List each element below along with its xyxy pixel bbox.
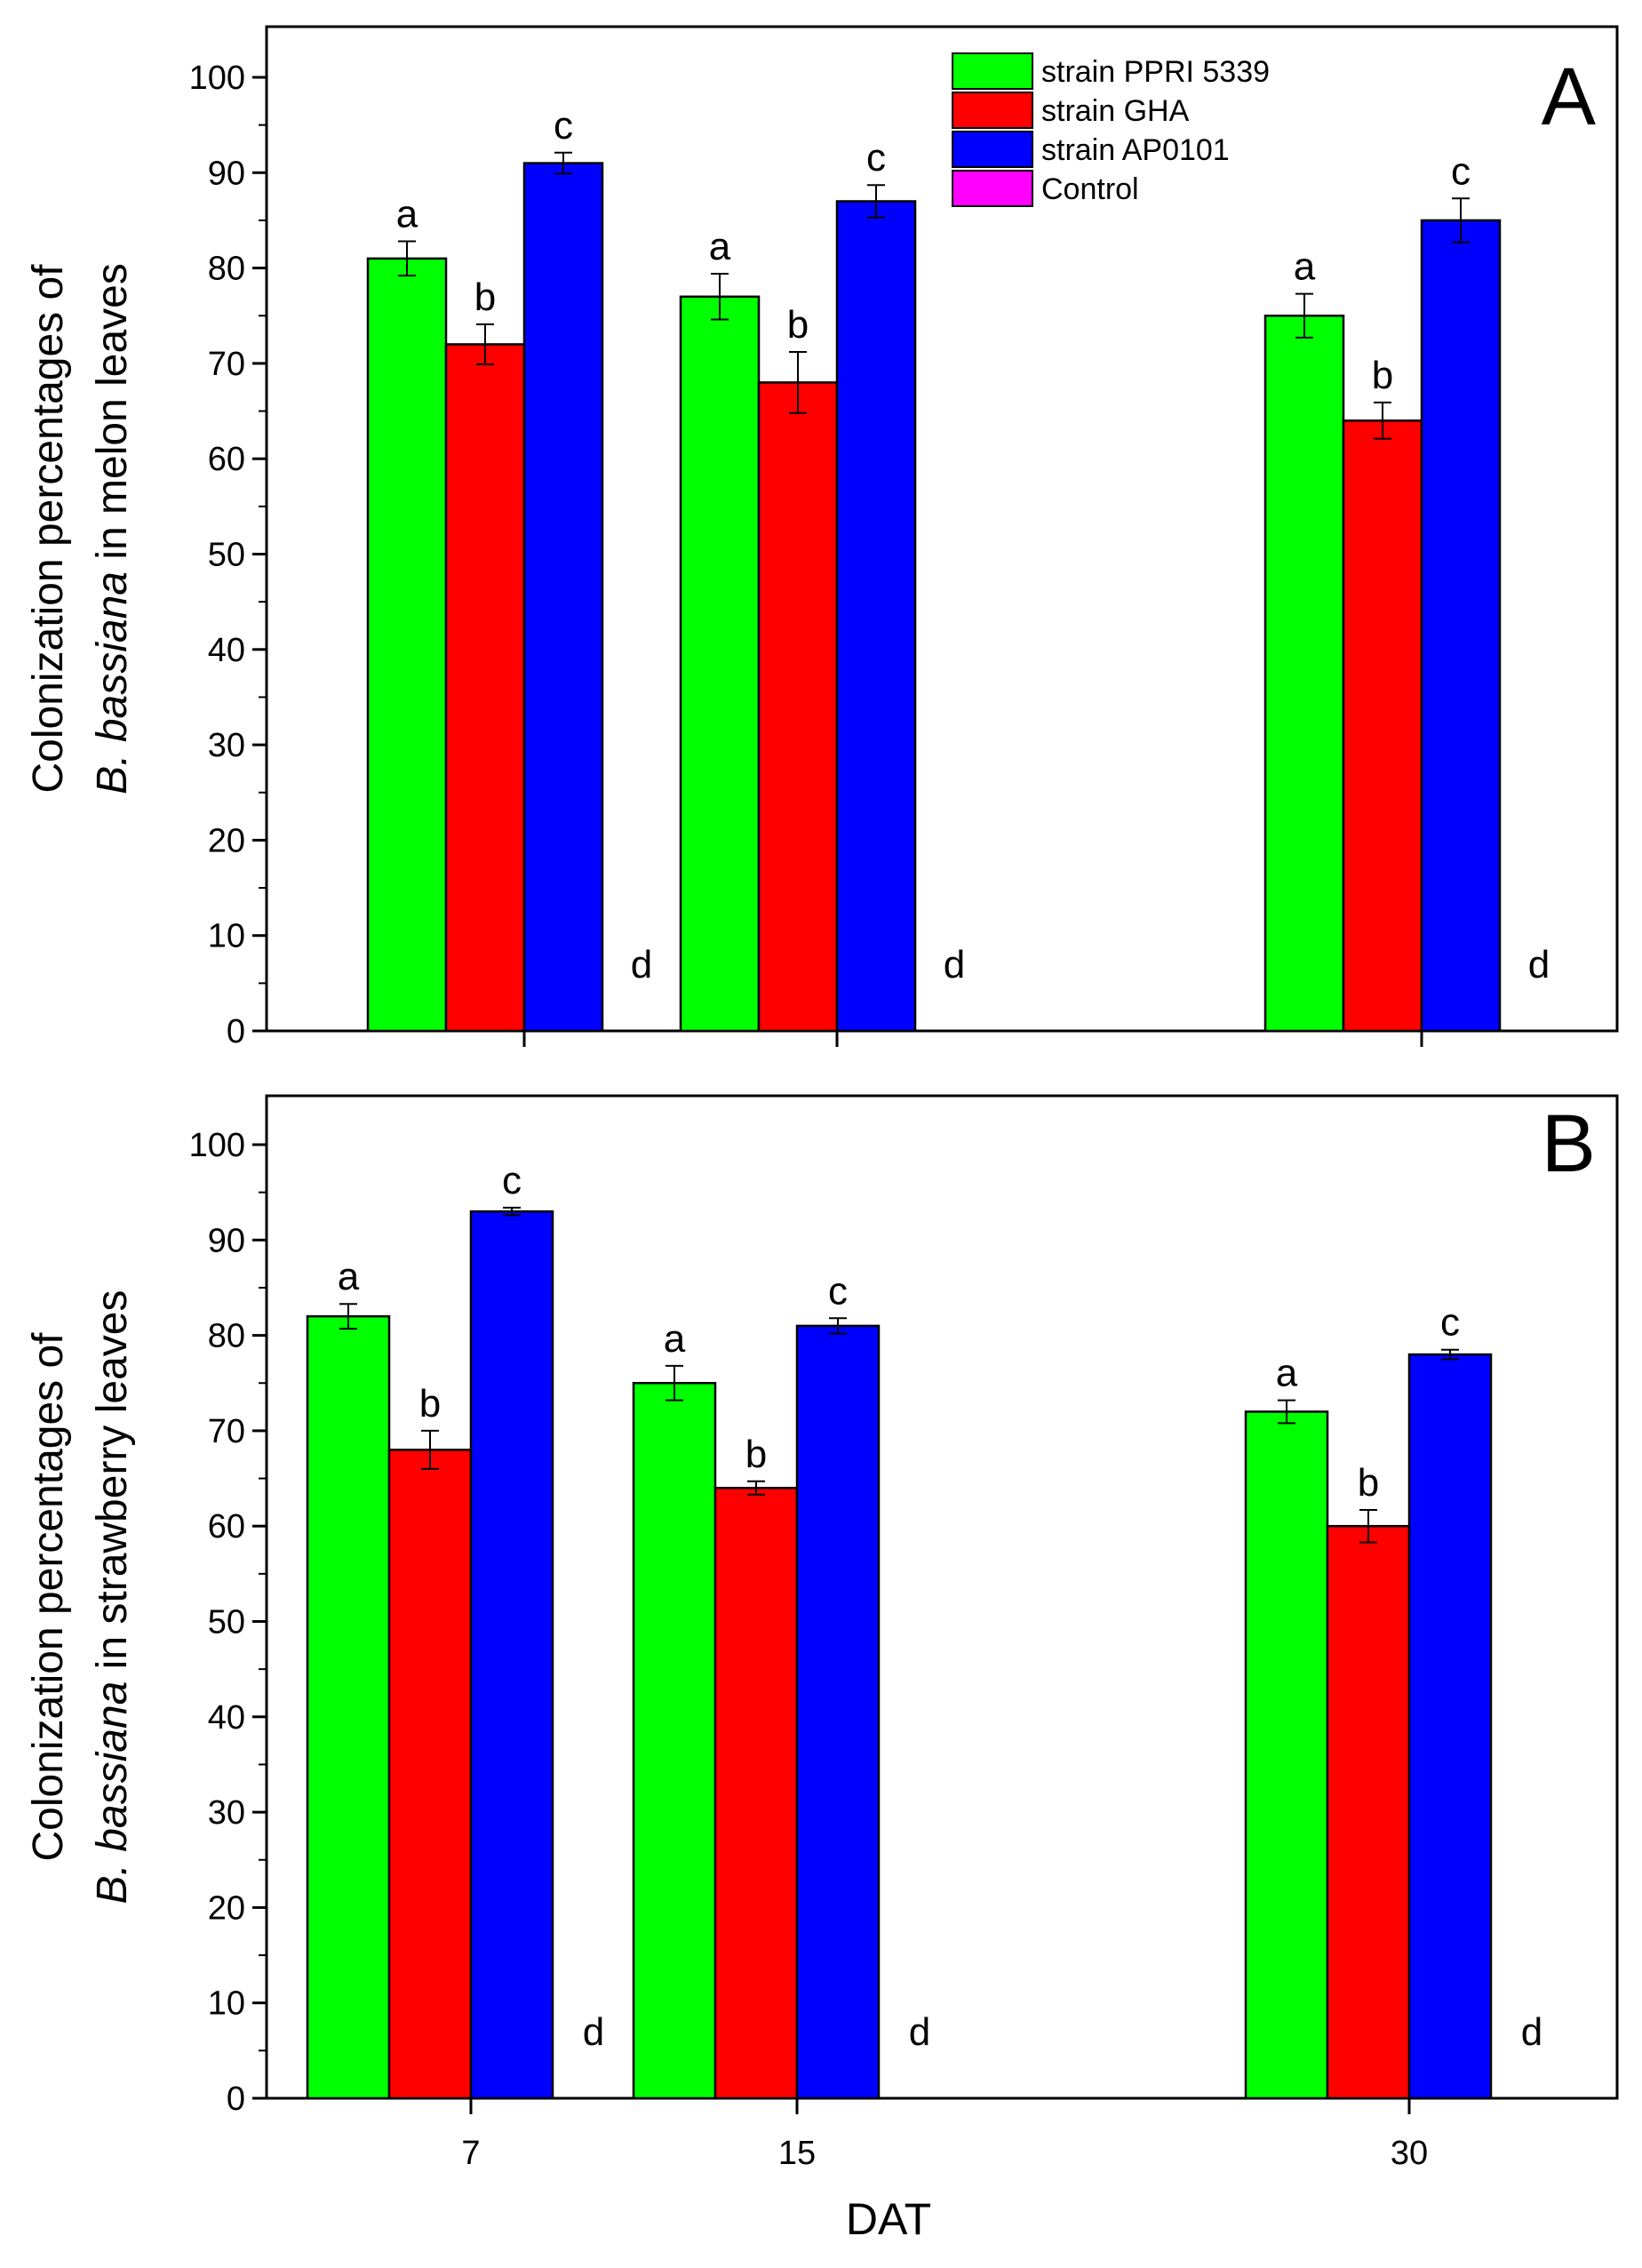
bar	[1244, 1410, 1329, 2100]
y-axis-title-text: Colonization percentages of	[25, 1332, 72, 1862]
y-tick-label: 100	[189, 1127, 245, 1164]
significance-letter: a	[664, 1317, 686, 1361]
x-axis-title: DAT	[846, 2194, 931, 2244]
y-axis-title: Colonization percentages of B. bassiana i…	[25, 1290, 136, 1905]
y-tick-label: 90	[208, 155, 245, 192]
bar	[306, 1314, 391, 2100]
bar	[757, 381, 839, 1033]
significance-letter: d	[631, 943, 652, 986]
y-axis-title-line: Colonization percentages of	[25, 1332, 72, 1862]
plot-frame	[265, 25, 1619, 1033]
panel-letter: B	[1542, 1098, 1596, 1189]
significance-letter: c	[1440, 1301, 1460, 1345]
y-axis-title-italic: B. bassiana	[89, 571, 136, 795]
bar	[522, 162, 604, 1033]
significance-letter: c	[1451, 149, 1471, 193]
legend: strain PPRI 5339 strain GHA strain AP0101 C…	[952, 52, 1270, 207]
y-tick-label: 80	[208, 1318, 245, 1355]
bar	[1263, 315, 1345, 1033]
y-tick-label: 50	[208, 537, 245, 574]
y-axis-title-text: in melon leaves	[89, 263, 136, 571]
significance-letter: d	[583, 2010, 604, 2054]
significance-letter: b	[1372, 354, 1393, 397]
y-tick-label: 10	[208, 918, 245, 955]
bar	[835, 200, 917, 1033]
panel-a: 0 10 20 30 40 50 60 70 80 90 100 Colonization perce…	[25, 25, 1619, 1050]
x-tick-label: 7	[461, 2135, 480, 2172]
significance-letter: c	[828, 1269, 848, 1313]
y-tick-label: 70	[208, 346, 245, 383]
y-axis-title-italic: B. bassiana	[89, 1681, 136, 1905]
significance-letter: b	[419, 1382, 441, 1425]
bar	[387, 1449, 473, 2100]
significance-letter: b	[1358, 1461, 1379, 1505]
significance-letter: b	[474, 276, 496, 319]
y-tick-label: 30	[208, 727, 245, 764]
significance-letter: a	[1294, 245, 1316, 289]
bar	[444, 343, 526, 1033]
bar	[469, 1210, 554, 2100]
y-axis-title-text: Colonization percentages of	[25, 264, 72, 794]
significance-letter: d	[1521, 2010, 1542, 2054]
significance-letter: d	[1528, 943, 1550, 986]
legend-label: strain GHA	[1041, 94, 1190, 128]
significance-letter: c	[554, 104, 573, 148]
legend-swatch	[952, 92, 1033, 129]
bar	[1342, 419, 1423, 1033]
significance-letter: d	[909, 2010, 930, 2054]
y-axis-title-text: in strawberry leaves	[89, 1290, 136, 1681]
y-axis-title: Colonization percentages of B. bassiana i…	[25, 263, 136, 795]
legend-label: strain AP0101	[1041, 133, 1230, 167]
y-tick-label: 30	[208, 1794, 245, 1832]
y-tick-label: 20	[208, 822, 245, 859]
y-tick-label: 90	[208, 1222, 245, 1259]
y-axis-title-line: Colonization percentages of	[25, 264, 72, 794]
y-tick-label: 0	[227, 2080, 245, 2118]
y-tick-label: 20	[208, 1889, 245, 1927]
y-axis-title-line: B. bassiana in melon leaves	[89, 263, 136, 795]
x-tick-label: 30	[1391, 2135, 1428, 2172]
bar	[795, 1324, 881, 2100]
legend-swatch	[952, 52, 1033, 90]
y-tick-label: 70	[208, 1413, 245, 1450]
y-tick-label: 40	[208, 1699, 245, 1737]
legend-swatch	[952, 131, 1033, 168]
y-tick-label: 100	[189, 60, 245, 97]
bar	[1420, 219, 1502, 1033]
y-tick-label: 40	[208, 632, 245, 669]
bar	[1407, 1353, 1493, 2100]
significance-letter: a	[338, 1255, 360, 1298]
bar	[1326, 1524, 1411, 2100]
bar	[632, 1382, 717, 2100]
significance-letter: d	[944, 943, 965, 986]
bar	[366, 257, 448, 1033]
significance-letter: b	[787, 303, 809, 347]
significance-letter: c	[502, 1159, 522, 1202]
y-tick-label: 80	[208, 251, 245, 288]
bar	[713, 1487, 799, 2100]
significance-letter: c	[866, 136, 886, 180]
significance-letter: a	[1276, 1352, 1298, 1395]
legend-label: Control	[1041, 172, 1139, 206]
y-tick-label: 10	[208, 1985, 245, 2023]
y-axis-title-line: B. bassiana in strawberry leaves	[89, 1290, 136, 1905]
y-tick-label: 60	[208, 1508, 245, 1545]
panel-b: 0 10 20 30 40 50 60 70 80 90 100 Colonization perce…	[25, 1094, 1619, 2172]
y-tick-label: 60	[208, 441, 245, 478]
x-tick-label: 15	[778, 2135, 816, 2172]
y-tick-label: 50	[208, 1604, 245, 1641]
legend-swatch	[952, 170, 1033, 207]
plot-frame	[265, 1094, 1619, 2100]
panel-letter: A	[1542, 52, 1597, 142]
significance-letter: a	[396, 193, 418, 236]
y-tick-label: 0	[227, 1013, 245, 1050]
bar	[679, 295, 761, 1033]
legend-label: strain PPRI 5339	[1041, 55, 1270, 89]
significance-letter: b	[745, 1433, 767, 1476]
significance-letter: a	[709, 225, 731, 268]
